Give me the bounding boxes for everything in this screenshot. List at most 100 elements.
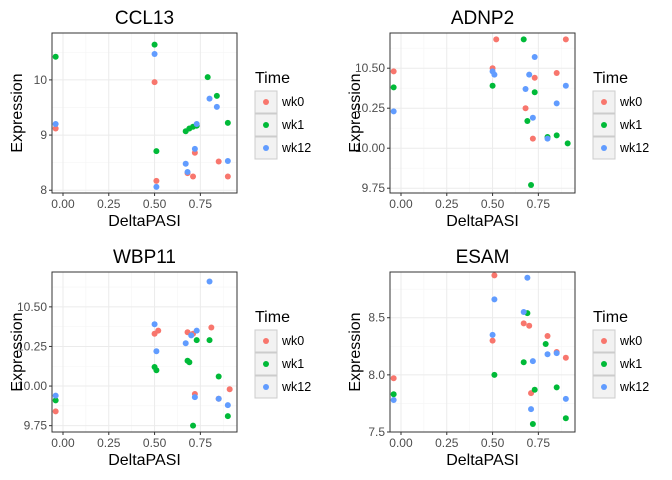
y-axis-label: Expression <box>9 312 26 391</box>
point-wk12 <box>206 278 213 285</box>
point-wk12 <box>562 395 569 402</box>
x-tick-label: 0.75 <box>189 436 213 450</box>
point-wk12 <box>188 332 195 339</box>
panel-title: ESAM <box>456 247 510 268</box>
point-wk12 <box>524 274 531 281</box>
point-wk12 <box>544 135 551 142</box>
point-wk0 <box>526 322 533 329</box>
point-wk1 <box>151 41 158 48</box>
x-tick-label: 0.75 <box>527 436 551 450</box>
point-wk0 <box>52 125 59 132</box>
legend-label-wk0: wk0 <box>281 334 304 348</box>
y-axis-label: Expression <box>347 73 364 152</box>
point-wk1 <box>186 359 193 366</box>
x-tick-label: 0.25 <box>435 197 459 211</box>
x-tick-label: 0.25 <box>97 436 121 450</box>
point-wk0 <box>493 36 500 43</box>
point-wk1 <box>520 36 527 43</box>
x-axis-label: DeltaPASI <box>446 213 519 230</box>
point-wk0 <box>522 105 529 112</box>
x-axis-label: DeltaPASI <box>108 452 181 469</box>
legend-label-wk1: wk1 <box>281 357 304 371</box>
point-wk1 <box>193 337 200 344</box>
point-wk12 <box>224 158 231 164</box>
point-wk0 <box>224 173 231 180</box>
point-wk0 <box>155 327 162 334</box>
point-wk12 <box>215 395 222 402</box>
legend-key-point-wk12 <box>601 384 607 390</box>
x-tick-label: 0.00 <box>51 436 75 450</box>
point-wk12 <box>184 169 191 176</box>
legend-label-wk0: wk0 <box>619 334 642 348</box>
y-tick-label: 9 <box>40 128 47 142</box>
panel-title: ADNP2 <box>451 8 514 29</box>
panel-esam: 0.00 0.25 0.50 0.75 7.5 8.0 8.5 ESAM DeltaPASI Ex… <box>347 247 649 469</box>
point-wk0 <box>52 408 59 415</box>
point-wk1 <box>553 384 560 391</box>
point-wk12 <box>528 406 535 413</box>
point-wk1 <box>390 391 397 398</box>
y-tick-label: 8 <box>40 183 47 197</box>
point-wk12 <box>526 71 533 78</box>
panel-border <box>389 271 576 433</box>
point-wk12 <box>151 321 158 328</box>
point-wk12 <box>191 394 198 401</box>
y-tick-label: 10.00 <box>355 141 385 155</box>
point-wk12 <box>529 114 536 121</box>
x-tick-label: 0.75 <box>189 197 213 211</box>
point-wk1 <box>553 132 560 139</box>
point-wk1 <box>52 53 59 60</box>
panel-ccl13: 0.00 0.25 0.50 0.75 8 9 10 CCL13 DeltaPASI Expres… <box>9 8 311 230</box>
point-wk0 <box>390 68 397 75</box>
legend-label-wk1: wk1 <box>619 118 642 132</box>
x-tick-label: 0.50 <box>143 197 167 211</box>
point-wk1 <box>153 148 160 155</box>
point-wk1 <box>215 373 222 380</box>
legend-key-point-wk1 <box>601 122 607 128</box>
legend-title: Time <box>593 309 628 326</box>
point-wk12 <box>553 350 560 357</box>
point-wk12 <box>529 358 536 365</box>
point-wk12 <box>191 145 198 152</box>
y-tick-label: 8.0 <box>368 368 385 382</box>
point-wk1 <box>390 84 397 91</box>
legend-label-wk1: wk1 <box>619 357 642 371</box>
panel-border <box>389 32 576 194</box>
point-wk12 <box>151 50 158 57</box>
legend-title: Time <box>593 70 628 87</box>
x-tick-label: 0.50 <box>481 197 505 211</box>
x-axis-label: DeltaPASI <box>446 452 519 469</box>
point-wk12 <box>562 82 569 89</box>
point-wk0 <box>226 386 233 393</box>
legend-key-point-wk12 <box>601 145 607 151</box>
legend-label-wk0: wk0 <box>619 95 642 109</box>
point-wk1 <box>153 367 160 374</box>
point-wk12 <box>491 296 498 303</box>
point-wk1 <box>529 421 536 427</box>
point-wk1 <box>204 74 211 81</box>
panel-border <box>51 32 238 194</box>
y-axis-label: Expression <box>9 73 26 152</box>
y-tick-label: 10 <box>34 73 48 87</box>
panel-title: WBP11 <box>113 247 176 268</box>
panel-wbp11: 0.00 0.25 0.50 0.75 9.75 10.00 10.25 10.50 WBP11… <box>9 247 311 469</box>
legend-label-wk12: wk12 <box>281 380 311 394</box>
x-tick-label: 0.75 <box>527 197 551 211</box>
legend-key-point-wk0 <box>601 99 607 105</box>
point-wk1 <box>52 397 59 404</box>
y-tick-label: 10.00 <box>17 379 47 393</box>
point-wk0 <box>562 354 569 361</box>
y-tick-label: 9.75 <box>24 419 48 433</box>
point-wk12 <box>182 160 189 167</box>
point-wk1 <box>531 89 538 96</box>
x-tick-label: 0.00 <box>51 197 75 211</box>
point-wk12 <box>153 183 160 190</box>
panel-adnp2: 0.00 0.25 0.50 0.75 9.75 10.00 10.25 10.50 ADNP2… <box>347 8 649 230</box>
legend-key-point-wk0 <box>263 99 269 105</box>
point-wk12 <box>193 121 200 128</box>
y-tick-label: 9.75 <box>362 181 386 195</box>
point-wk12 <box>491 71 498 78</box>
legend-key-point-wk12 <box>263 384 269 390</box>
y-tick-label: 10.50 <box>355 61 385 75</box>
